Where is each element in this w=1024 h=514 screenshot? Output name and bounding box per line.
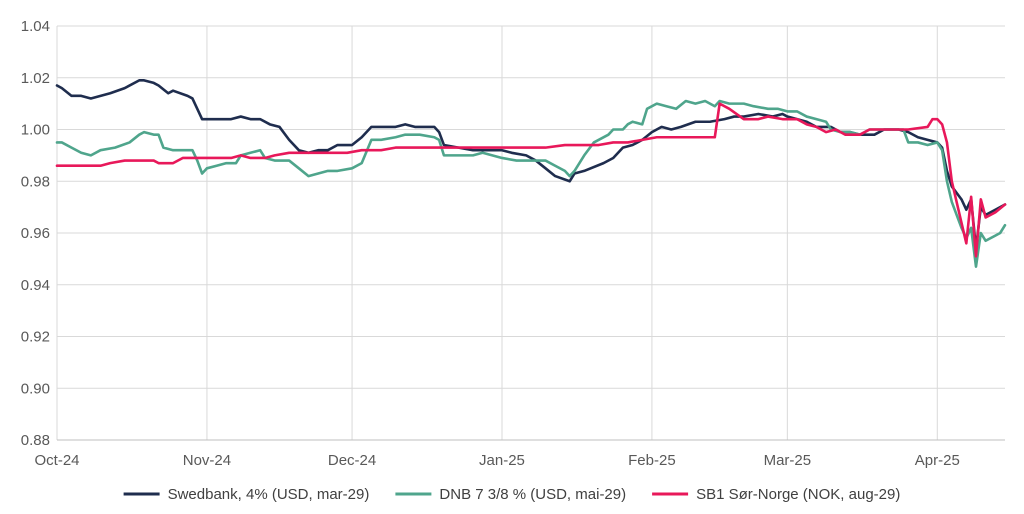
axes: 0.88 0.90 0.92 0.94 0.96 0.98 1.00 1.02 1.04 Oct-… <box>21 18 1005 469</box>
x-tick-label: Dec-24 <box>328 452 376 469</box>
legend-item-2: DNB 7 3/8 % (USD, mai-29) <box>395 486 626 503</box>
x-tick-label: Nov-24 <box>183 452 231 469</box>
y-tick-label: 0.96 <box>21 225 50 242</box>
y-tick-label: 0.90 <box>21 380 50 397</box>
legend: Swedbank, 4% (USD, mar-29) DNB 7 3/8 % (U… <box>123 486 900 503</box>
x-tick-label: Oct-24 <box>34 452 79 469</box>
y-tick-label: 0.92 <box>21 329 50 346</box>
x-tick-label: Apr-25 <box>915 452 960 469</box>
gridlines <box>56 25 1005 441</box>
series-line-2 <box>55 99 1007 268</box>
y-tick-label: 0.94 <box>21 277 50 294</box>
series-line-3 <box>55 102 1007 258</box>
legend-label: SB1 Sør-Norge (NOK, aug-29) <box>696 486 900 503</box>
legend-item-1: Swedbank, 4% (USD, mar-29) <box>123 486 370 503</box>
legend-label: DNB 7 3/8 % (USD, mai-29) <box>439 486 626 503</box>
legend-label: Swedbank, 4% (USD, mar-29) <box>168 486 370 503</box>
x-tick-label: Jan-25 <box>479 452 525 469</box>
series-lines <box>55 79 1007 268</box>
y-tick-label: 1.00 <box>21 122 50 139</box>
legend-item-3: SB1 Sør-Norge (NOK, aug-29) <box>652 486 900 503</box>
y-tick-label: 1.02 <box>21 70 50 87</box>
x-tick-label: Mar-25 <box>764 452 812 469</box>
y-tick-label: 0.88 <box>21 432 50 449</box>
y-tick-label: 0.98 <box>21 173 50 190</box>
x-tick-label: Feb-25 <box>628 452 676 469</box>
y-tick-label: 1.04 <box>21 18 50 35</box>
